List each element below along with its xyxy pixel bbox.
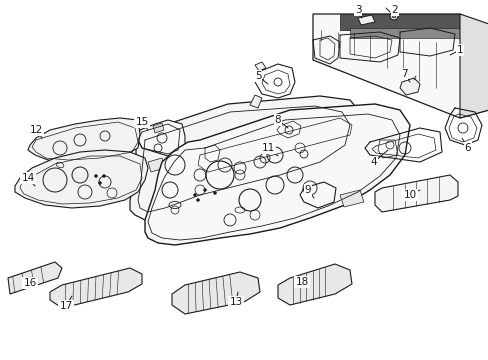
Polygon shape — [374, 175, 457, 212]
Circle shape — [213, 192, 216, 194]
Polygon shape — [249, 95, 262, 108]
Polygon shape — [271, 118, 305, 140]
Text: 2: 2 — [391, 5, 398, 15]
Polygon shape — [138, 120, 184, 156]
Polygon shape — [309, 150, 331, 167]
Circle shape — [389, 12, 397, 20]
Polygon shape — [399, 78, 419, 95]
Text: 17: 17 — [59, 301, 73, 311]
Polygon shape — [254, 62, 265, 71]
Polygon shape — [50, 268, 142, 308]
Circle shape — [391, 14, 395, 18]
Text: 7: 7 — [400, 69, 407, 79]
Polygon shape — [145, 104, 409, 245]
Polygon shape — [357, 15, 374, 25]
Polygon shape — [286, 142, 319, 164]
Text: 1: 1 — [456, 45, 462, 55]
Circle shape — [196, 198, 199, 202]
Text: 8: 8 — [274, 115, 281, 125]
Circle shape — [94, 175, 97, 177]
Polygon shape — [8, 262, 62, 294]
Polygon shape — [15, 150, 148, 208]
Polygon shape — [459, 14, 488, 118]
Text: 13: 13 — [229, 297, 242, 307]
Text: 4: 4 — [370, 157, 377, 167]
Text: 12: 12 — [29, 125, 42, 135]
Polygon shape — [339, 14, 459, 30]
Text: 10: 10 — [403, 190, 416, 200]
Polygon shape — [222, 120, 347, 168]
Text: 15: 15 — [135, 117, 148, 127]
Text: 3: 3 — [354, 5, 361, 15]
Polygon shape — [349, 28, 459, 38]
Polygon shape — [305, 187, 330, 204]
Text: 5: 5 — [254, 71, 261, 81]
Polygon shape — [172, 272, 260, 314]
Text: 14: 14 — [21, 173, 35, 183]
Polygon shape — [278, 264, 351, 305]
Polygon shape — [339, 190, 363, 207]
Text: 16: 16 — [23, 278, 37, 288]
Polygon shape — [148, 158, 164, 172]
Polygon shape — [28, 118, 140, 162]
Polygon shape — [130, 96, 359, 222]
Text: 9: 9 — [304, 185, 311, 195]
Circle shape — [193, 194, 196, 197]
Polygon shape — [312, 14, 488, 118]
Circle shape — [98, 181, 102, 184]
Circle shape — [102, 175, 105, 177]
Text: 6: 6 — [464, 143, 470, 153]
Text: 11: 11 — [261, 143, 274, 153]
Polygon shape — [153, 123, 163, 133]
Text: 18: 18 — [295, 277, 308, 287]
Circle shape — [203, 189, 206, 192]
